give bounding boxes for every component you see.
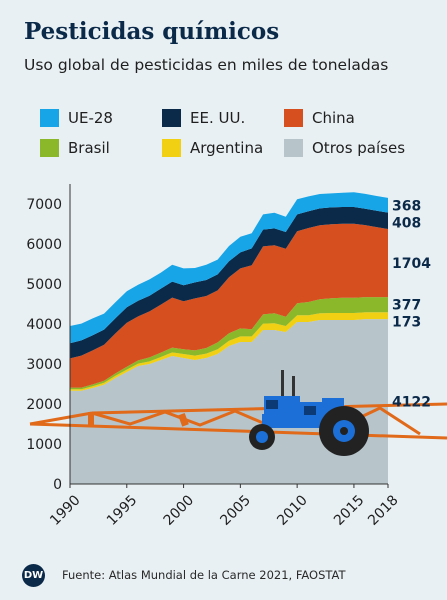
x-tick-label: 2015 xyxy=(331,492,368,529)
area-ue-28 xyxy=(70,192,388,344)
x-tick-label: 2000 xyxy=(161,492,198,529)
legend-swatch xyxy=(40,109,59,127)
legend-label: Otros países xyxy=(312,139,406,157)
end-label-ue-28: 368 xyxy=(392,198,421,214)
legend-item-ue28: UE-28 xyxy=(40,108,113,128)
x-tick-label: 2005 xyxy=(217,492,254,529)
area-ee-uu- xyxy=(70,207,388,359)
y-tick-label: 1000 xyxy=(26,437,62,453)
legend-label: EE. UU. xyxy=(190,109,246,127)
tractor-sprayer-illustration xyxy=(29,370,447,456)
end-label-argentina: 173 xyxy=(392,315,421,331)
y-tick-label: 0 xyxy=(53,477,62,493)
chart-axes xyxy=(69,184,388,485)
end-label-brasil: 377 xyxy=(392,298,421,314)
y-tick-label: 6000 xyxy=(26,237,62,253)
source-text: Fuente: Atlas Mundial de la Carne 2021, … xyxy=(62,568,346,582)
legend-swatch xyxy=(162,139,181,157)
legend-label: Brasil xyxy=(68,139,110,157)
footer: DW Fuente: Atlas Mundial de la Carne 202… xyxy=(0,560,447,590)
area-otros-pa-ses xyxy=(70,319,388,484)
legend-swatch xyxy=(40,139,59,157)
tractor-icon xyxy=(249,370,369,456)
legend-swatch xyxy=(284,139,303,157)
x-tick-label: 1990 xyxy=(47,492,84,529)
y-tick-label: 5000 xyxy=(26,277,62,293)
area-brasil xyxy=(70,297,388,390)
x-tick-label: 2010 xyxy=(274,492,311,529)
y-tick-label: 2000 xyxy=(26,397,62,413)
page-title: Pesticidas químicos xyxy=(24,18,280,45)
legend-swatch xyxy=(284,109,303,127)
y-tick-labels: 0 1000 2000 3000 4000 5000 6000 7000 xyxy=(26,197,62,493)
area-china xyxy=(70,223,388,388)
page-subtitle: Uso global de pesticidas en miles de ton… xyxy=(24,56,389,74)
stacked-area-chart: 0 1000 2000 3000 4000 5000 6000 7000 1990 1995 20… xyxy=(26,184,447,529)
y-tick-label: 3000 xyxy=(26,357,62,373)
y-tick-label: 7000 xyxy=(26,197,62,213)
boom-joints xyxy=(88,412,189,427)
legend-item-brasil: Brasil xyxy=(40,138,110,158)
end-label-ee-uu-: 408 xyxy=(392,215,421,231)
legend-item-argentina: Argentina xyxy=(162,138,263,158)
dw-logo: DW xyxy=(22,564,45,587)
legend-label: UE-28 xyxy=(68,109,113,127)
end-label-otros-pa-ses: 4122 xyxy=(392,395,431,411)
legend-item-otros: Otros países xyxy=(284,138,405,158)
legend-item-china: China xyxy=(284,108,355,128)
end-label-china: 1704 xyxy=(392,256,431,272)
legend-label: China xyxy=(312,109,355,127)
legend-label: Argentina xyxy=(190,139,264,157)
x-tick-label: 2018 xyxy=(365,492,402,529)
x-tick-label: 1995 xyxy=(104,492,141,529)
legend-item-eeuu: EE. UU. xyxy=(162,108,245,128)
y-tick-label: 4000 xyxy=(26,317,62,333)
area-series-group xyxy=(70,192,388,484)
legend-swatch xyxy=(162,109,181,127)
